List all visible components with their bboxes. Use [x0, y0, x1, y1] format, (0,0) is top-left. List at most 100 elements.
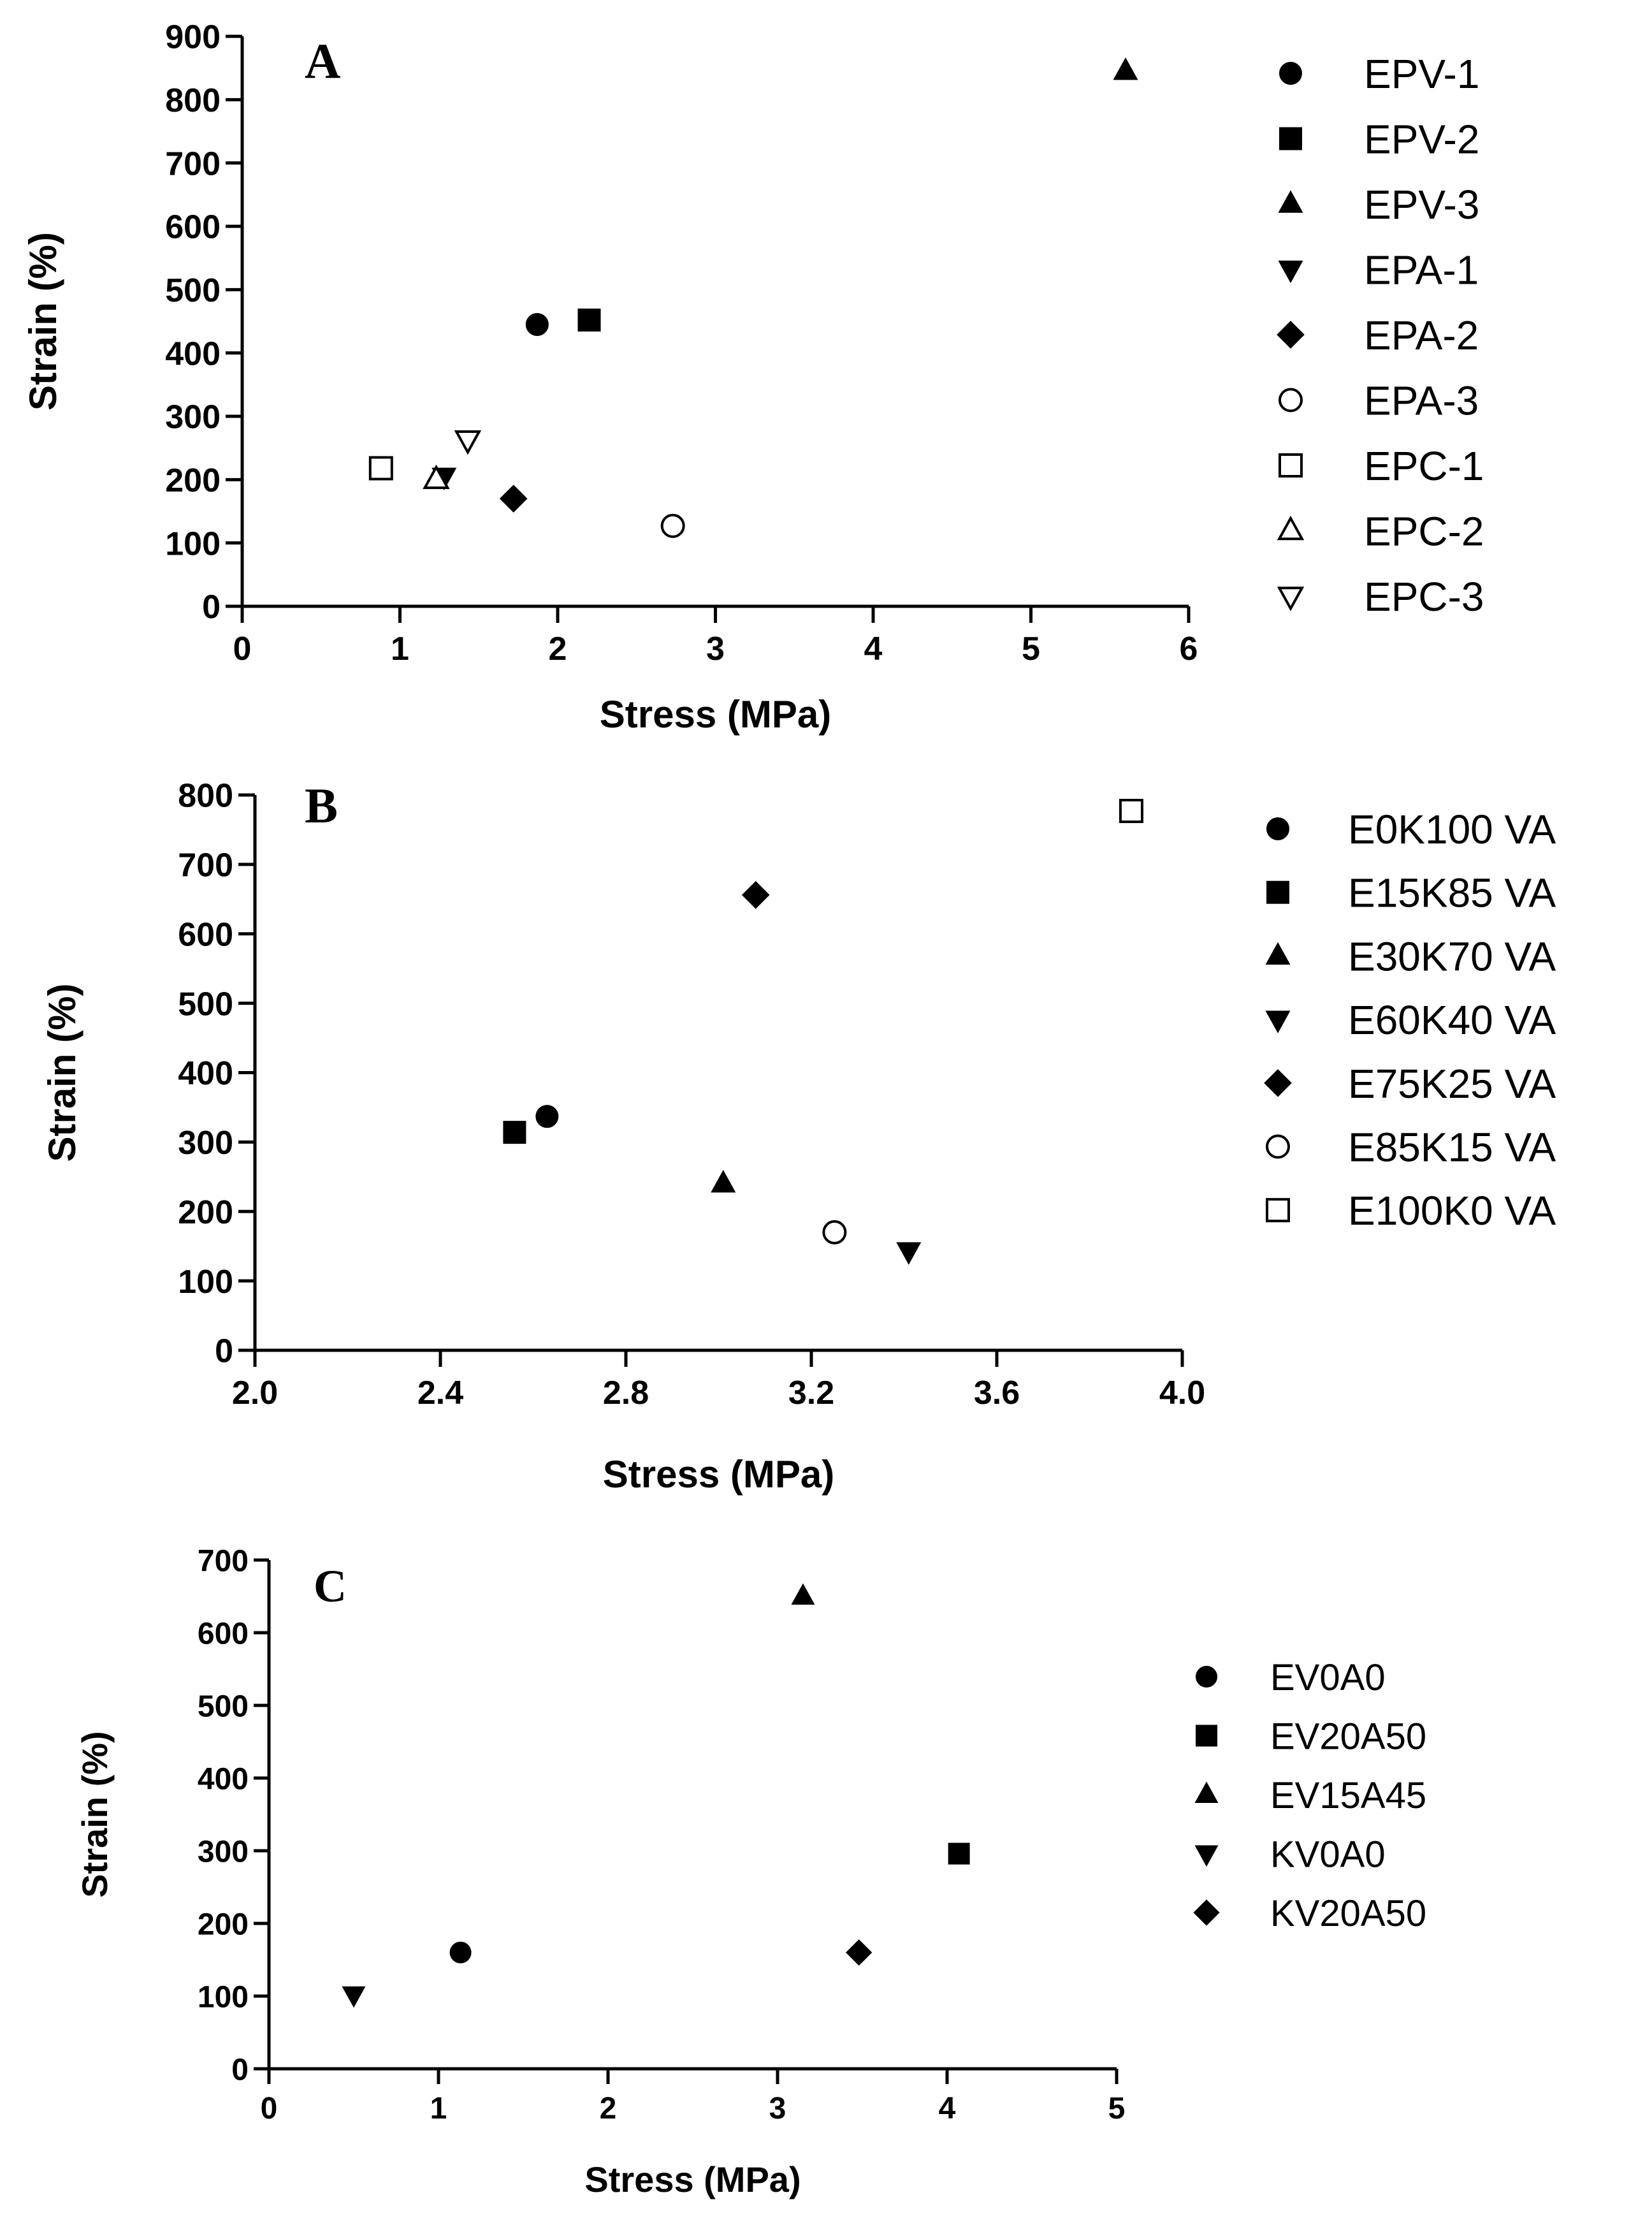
legend-label: E100K0 VA: [1348, 1188, 1556, 1234]
data-point: [660, 513, 685, 538]
data-point: [449, 1941, 472, 1964]
y-tick-label: 800: [178, 778, 233, 815]
x-axis-title: Stress (MPa): [600, 693, 831, 736]
legend: EV0A0 EV20A50 EV15A45 KV0A0 KV20A50: [1193, 1657, 1426, 1934]
data-point: [503, 1121, 526, 1144]
x-tick-label: 1: [391, 631, 409, 667]
legend-label: EPC-1: [1364, 443, 1484, 489]
y-tick-label: 500: [198, 1689, 249, 1723]
y-tick-label: 400: [165, 335, 221, 372]
legend-marker: [1279, 453, 1303, 478]
legend-label: E15K85 VA: [1348, 870, 1556, 916]
legend: E0K100 VA E15K85 VA E30K70 VA E60K40 VA E75K…: [1264, 806, 1556, 1234]
y-axis-title: Strain (%): [75, 1731, 115, 1897]
x-tick-label: 5: [1022, 631, 1040, 667]
y-tick-label: 700: [198, 1544, 249, 1578]
y-tick-label: 300: [178, 1125, 233, 1162]
legend-label: EPV-1: [1364, 51, 1479, 97]
legend-marker: [1279, 388, 1303, 412]
y-tick-label: 400: [198, 1762, 249, 1796]
legend-marker: [1266, 1134, 1290, 1159]
legend-label: E60K40 VA: [1348, 997, 1556, 1043]
x-tick-label: 2: [549, 631, 567, 667]
legend-marker: [1278, 260, 1303, 284]
y-tick-label: 400: [178, 1055, 233, 1092]
x-axis-title: Stress (MPa): [603, 1453, 834, 1496]
legend-marker: [1277, 515, 1305, 541]
legend-marker: [1194, 1845, 1219, 1867]
chart-panel-c: 0 1 2 3 4 5 0 100 200 300 400 500 600 700 Stress (MPa)…: [75, 1544, 1426, 2199]
x-tick-label: 2.4: [417, 1375, 463, 1411]
y-tick-label: 500: [165, 272, 221, 309]
legend-label: E75K25 VA: [1348, 1061, 1556, 1107]
legend-label: E0K100 VA: [1348, 806, 1556, 852]
x-tick-label: 4.0: [1159, 1375, 1205, 1411]
chart-panel-a: 0 1 2 3 4 5 6 0 100 200 300 400 500 600 700 800 900 Stres…: [22, 19, 1484, 736]
y-tick-label: 200: [165, 462, 221, 499]
data-point: [535, 1105, 559, 1128]
data-point: [525, 312, 549, 336]
data-point: [846, 1939, 873, 1966]
y-tick-label: 600: [165, 209, 221, 246]
y-tick-label: 100: [178, 1264, 233, 1301]
x-tick-label: 2.8: [603, 1375, 649, 1411]
y-tick-label: 600: [178, 916, 233, 953]
legend-marker: [1266, 880, 1289, 904]
legend-label: EV15A45: [1270, 1775, 1426, 1816]
data-point: [711, 1170, 736, 1193]
legend-label: KV0A0: [1270, 1834, 1386, 1875]
x-tick-label: 5: [1108, 2092, 1126, 2126]
legend: EPV-1 EPV-2 EPV-3 EPA-1 EPA-2 EPA-3 EPC-1 EPC-2…: [1277, 51, 1484, 620]
data-point: [423, 464, 450, 490]
legend-label: EV0A0: [1270, 1657, 1386, 1698]
y-tick-label: 900: [165, 19, 221, 56]
x-tick-label: 4: [864, 631, 883, 667]
data-point: [499, 485, 528, 513]
legend-marker: [1194, 1781, 1219, 1803]
legend-label: E30K70 VA: [1348, 933, 1556, 979]
legend-label: EPV-2: [1364, 117, 1479, 163]
x-axis-title: Stress (MPa): [584, 2159, 801, 2199]
x-tick-label: 3.2: [788, 1375, 834, 1411]
y-tick-label: 200: [178, 1194, 233, 1231]
data-point: [368, 456, 393, 481]
y-tick-label: 500: [178, 986, 233, 1023]
data-point: [577, 309, 601, 332]
y-axis-title: Strain (%): [22, 232, 64, 411]
legend-marker: [1265, 1010, 1291, 1033]
panel-letter: C: [314, 1561, 347, 1612]
y-tick-label: 300: [165, 399, 221, 436]
legend-label: EPA-1: [1364, 247, 1479, 293]
data-point: [948, 1842, 970, 1865]
x-tick-label: 3.6: [974, 1375, 1020, 1411]
y-tick-label: 0: [231, 2053, 249, 2087]
panel-letter: A: [305, 33, 340, 89]
panel-letter: B: [305, 778, 338, 833]
legend-marker: [1196, 1666, 1217, 1688]
legend-marker: [1277, 587, 1305, 611]
legend-marker: [1278, 190, 1303, 213]
x-tick-label: 2.0: [232, 1375, 278, 1411]
y-tick-label: 800: [165, 82, 221, 119]
legend-marker: [1266, 817, 1289, 840]
y-tick-label: 100: [165, 525, 221, 562]
x-tick-label: 3: [706, 631, 725, 667]
data-point: [1113, 57, 1138, 80]
y-tick-label: 0: [215, 1333, 233, 1370]
x-tick-label: 6: [1180, 631, 1198, 667]
x-tick-label: 1: [430, 2092, 447, 2126]
legend-marker: [1265, 942, 1291, 965]
y-tick-label: 100: [198, 1980, 249, 2014]
legend-label: KV20A50: [1270, 1893, 1426, 1934]
legend-marker: [1279, 127, 1302, 150]
y-tick-label: 200: [198, 1907, 249, 1941]
data-point: [1119, 799, 1143, 824]
legend-marker: [1277, 321, 1305, 349]
legend-marker: [1193, 1899, 1220, 1926]
x-tick-label: 0: [233, 631, 252, 667]
data-point: [896, 1242, 922, 1265]
legend-marker: [1266, 1198, 1290, 1223]
data-point: [454, 430, 482, 455]
legend-label: E85K15 VA: [1348, 1125, 1556, 1171]
